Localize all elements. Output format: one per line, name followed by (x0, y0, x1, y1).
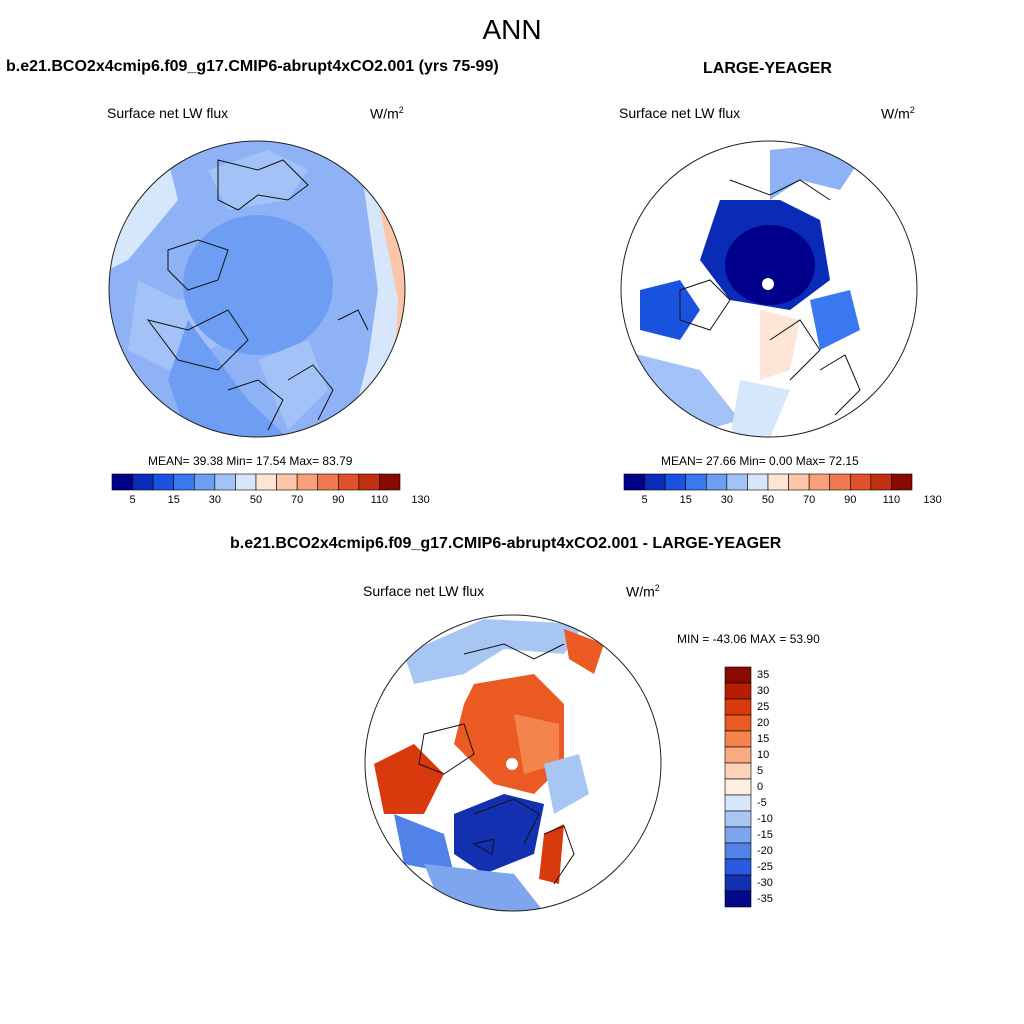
panel3-polar-map (364, 614, 662, 912)
colorbar-swatch (724, 874, 752, 892)
colorbar-tick-label: 50 (761, 494, 775, 506)
colorbar-swatch (685, 473, 707, 491)
colorbar-tick-label: -25 (757, 861, 773, 873)
colorbar-tick-label: -10 (757, 813, 773, 825)
colorbar-tick-label: 35 (757, 669, 770, 681)
panel2-colorbar (623, 473, 913, 491)
colorbar-swatch (767, 473, 789, 491)
panel2-stats: MEAN= 27.66 Min= 0.00 Max= 72.15 (661, 454, 859, 468)
colorbar-tick-label: -35 (757, 893, 773, 905)
colorbar-tick-label: 50 (249, 494, 263, 506)
colorbar-tick-label: 5 (641, 494, 648, 506)
colorbar-swatch (808, 473, 831, 491)
colorbar-swatch (255, 473, 277, 491)
colorbar-swatch (193, 473, 216, 491)
colorbar-tick-label: 15 (679, 494, 692, 506)
colorbar-tick-label: 5 (129, 494, 136, 506)
colorbar-swatch (724, 762, 752, 780)
colorbar-swatch (724, 682, 752, 700)
colorbar-swatch (788, 473, 810, 491)
colorbar-swatch (235, 473, 257, 491)
colorbar-swatch (870, 473, 892, 491)
colorbar-swatch (747, 473, 769, 491)
panel3-colorbar (724, 666, 752, 908)
colorbar-swatch (724, 842, 752, 860)
colorbar-swatch (724, 778, 752, 796)
colorbar-swatch (726, 473, 748, 491)
colorbar-swatch (623, 473, 645, 491)
colorbar-tick-label: 90 (844, 494, 857, 506)
colorbar-tick-label: 130 (923, 494, 942, 506)
colorbar-swatch (724, 890, 752, 908)
colorbar-swatch (724, 746, 752, 764)
panel2-polar-map (620, 140, 918, 438)
panel3-stats: MIN = -43.06 MAX = 53.90 (677, 632, 820, 646)
panel3-case-title: b.e21.BCO2x4cmip6.f09_g17.CMIP6-abrupt4x… (230, 535, 782, 552)
panel2-units: W/m2 (881, 105, 915, 122)
colorbar-tick-label: 0 (757, 781, 764, 793)
colorbar-tick-label: -20 (757, 845, 773, 857)
colorbar-swatch (724, 826, 752, 844)
panel1-units: W/m2 (370, 105, 404, 122)
panel2-case-title: LARGE-YEAGER (703, 60, 832, 77)
colorbar-swatch (644, 473, 666, 491)
colorbar-tick-label: -5 (757, 797, 767, 809)
panel1-case-title: b.e21.BCO2x4cmip6.f09_g17.CMIP6-abrupt4x… (6, 58, 499, 75)
colorbar-swatch (337, 473, 360, 491)
colorbar-tick-label: 70 (291, 494, 304, 506)
colorbar-swatch (276, 473, 298, 491)
colorbar-swatch (849, 473, 872, 491)
colorbar-tick-label: 15 (167, 494, 180, 506)
colorbar-tick-label: 30 (757, 685, 770, 697)
colorbar-swatch (152, 473, 175, 491)
colorbar-swatch (664, 473, 687, 491)
page-title: ANN (482, 14, 542, 45)
colorbar-tick-label: 70 (803, 494, 816, 506)
colorbar-swatch (724, 698, 752, 716)
colorbar-swatch (296, 473, 319, 491)
colorbar-swatch (724, 858, 752, 876)
colorbar-swatch (724, 794, 752, 812)
panel1-colorbar (111, 473, 401, 491)
panel1-variable-label: Surface net LW flux (107, 105, 229, 121)
panel3-units: W/m2 (626, 583, 660, 600)
colorbar-tick-label: 110 (882, 494, 901, 506)
panel1-stats: MEAN= 39.38 Min= 17.54 Max= 83.79 (148, 454, 353, 468)
colorbar-tick-label: 10 (757, 749, 770, 761)
colorbar-tick-label: 110 (370, 494, 389, 506)
colorbar-swatch (358, 473, 380, 491)
colorbar-tick-label: 30 (720, 494, 733, 506)
panel3-variable-label: Surface net LW flux (363, 583, 485, 599)
colorbar-tick-label: 15 (757, 733, 770, 745)
colorbar-swatch (173, 473, 195, 491)
colorbar-tick-label: 5 (757, 765, 764, 777)
colorbar-tick-label: -15 (757, 829, 773, 841)
colorbar-tick-label: 130 (411, 494, 430, 506)
panel2-variable-label: Surface net LW flux (619, 105, 741, 121)
colorbar-swatch (724, 714, 752, 732)
colorbar-swatch (724, 730, 752, 748)
colorbar-swatch (829, 473, 851, 491)
colorbar-tick-label: 20 (757, 717, 770, 729)
colorbar-tick-label: 25 (757, 701, 770, 713)
panel1-polar-map (108, 140, 406, 438)
colorbar-tick-label: 90 (332, 494, 345, 506)
colorbar-swatch (214, 473, 236, 491)
colorbar-swatch (891, 473, 913, 491)
colorbar-swatch (724, 666, 752, 684)
colorbar-swatch (724, 810, 752, 828)
colorbar-tick-label: 30 (208, 494, 221, 506)
colorbar-swatch (379, 473, 401, 491)
colorbar-swatch (132, 473, 154, 491)
colorbar-tick-label: -30 (757, 877, 773, 889)
colorbar-swatch (705, 473, 728, 491)
colorbar-swatch (111, 473, 133, 491)
colorbar-swatch (317, 473, 339, 491)
